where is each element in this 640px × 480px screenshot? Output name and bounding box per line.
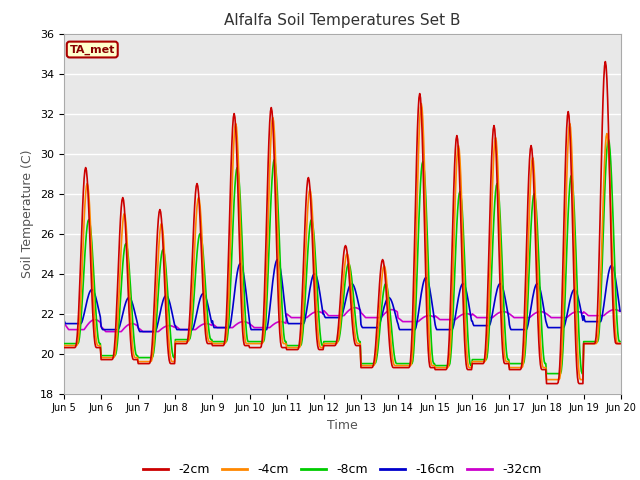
Legend: -2cm, -4cm, -8cm, -16cm, -32cm: -2cm, -4cm, -8cm, -16cm, -32cm <box>138 458 547 480</box>
Y-axis label: Soil Temperature (C): Soil Temperature (C) <box>22 149 35 278</box>
Text: TA_met: TA_met <box>70 44 115 55</box>
X-axis label: Time: Time <box>327 419 358 432</box>
Title: Alfalfa Soil Temperatures Set B: Alfalfa Soil Temperatures Set B <box>224 13 461 28</box>
